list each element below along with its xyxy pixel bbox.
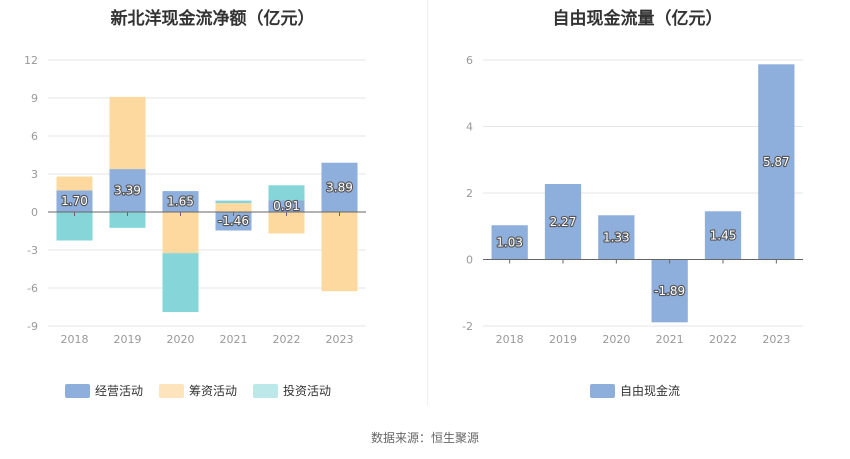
x-tick-label: 2019 — [114, 333, 142, 346]
bar-2019 — [544, 184, 582, 260]
bar-series1-2018 — [56, 176, 93, 191]
x-tick-label: 2022 — [709, 333, 737, 346]
y-tick-label: 2 — [466, 187, 473, 200]
legend-swatch — [253, 384, 278, 398]
bar-series0-2021 — [215, 212, 252, 231]
bar-series1-2019 — [109, 96, 146, 170]
data-label: 1.03 — [496, 235, 523, 249]
data-source-note: 数据来源：恒生聚源 — [370, 431, 479, 445]
bar-series0-2022 — [268, 200, 305, 212]
bar-series1-2020 — [162, 212, 199, 254]
free-cash-flow-chart: 自由现金流量（亿元） 6 4 2 0 -2 2018 2019 2020 2021 2022 202… — [425, 0, 850, 410]
x-tick-label: 2023 — [326, 333, 354, 346]
bar-series0-2020 — [162, 191, 199, 212]
legend-label: 经营活动 — [95, 384, 143, 398]
x-tick-label: 2021 — [220, 333, 248, 346]
bar-series1-2023 — [321, 212, 358, 292]
y-tick-label: -2 — [462, 320, 473, 333]
legend-label: 投资活动 — [283, 383, 331, 398]
x-tick-label: 2022 — [273, 333, 301, 346]
data-label: 1.33 — [603, 230, 630, 244]
data-label: 5.87 — [763, 155, 790, 169]
y-tick-label: -9 — [27, 320, 38, 333]
legend-label: 筹资活动 — [189, 384, 237, 398]
bar-series2-2020 — [162, 253, 199, 313]
chart-title: 新北洋现金流净额（亿元） — [110, 9, 315, 29]
bar-2022 — [704, 211, 742, 260]
bar-series2-2018 — [56, 212, 93, 241]
bar-series2-2019 — [109, 212, 146, 228]
bar-series2-2022 — [268, 185, 305, 201]
data-label: 3.39 — [114, 184, 141, 198]
y-tick-label: -6 — [27, 282, 38, 295]
y-tick-label: 12 — [24, 54, 38, 67]
legend-swatch — [65, 384, 90, 398]
y-tick-label: 3 — [31, 168, 38, 181]
bar-series0-2019 — [109, 169, 146, 212]
data-label: -1.46 — [218, 214, 249, 228]
x-tick-label: 2020 — [167, 333, 195, 346]
data-label: 1.45 — [710, 228, 737, 242]
data-label: 1.70 — [61, 194, 88, 208]
legend-label: 自由现金流 — [620, 383, 680, 398]
panel-divider — [427, 0, 428, 405]
bar-2020 — [598, 215, 635, 260]
y-tick-label: 4 — [466, 121, 473, 134]
legend-swatch — [590, 384, 615, 398]
bar-series0-2023 — [321, 162, 358, 212]
legend-swatch — [159, 384, 184, 398]
y-tick-label: 0 — [466, 254, 473, 267]
x-tick-label: 2018 — [61, 333, 89, 346]
x-tick-label: 2019 — [549, 333, 577, 346]
y-tick-label: 9 — [31, 92, 38, 105]
bar-series0-2018 — [56, 190, 93, 212]
y-tick-label: 6 — [466, 54, 473, 67]
chart-title: 自由现金流量（亿元） — [552, 9, 723, 29]
data-label: 3.89 — [326, 180, 353, 194]
bar-2018 — [491, 225, 528, 260]
cash-flow-net-chart: 新北洋现金流净额（亿元） 12 9 6 3 0 -3 -6 -9 2018 2019 2020 202… — [0, 0, 425, 410]
data-label: -1.89 — [654, 284, 685, 298]
data-label: 0.91 — [273, 199, 300, 213]
bar-series1-2021 — [215, 203, 252, 212]
x-tick-label: 2018 — [496, 333, 524, 346]
x-tick-label: 2020 — [602, 333, 630, 346]
x-tick-label: 2023 — [762, 333, 790, 346]
x-tick-label: 2021 — [656, 333, 684, 346]
bar-2023 — [758, 64, 795, 260]
bar-2021 — [651, 259, 688, 323]
bar-series2-2021 — [215, 200, 252, 204]
y-tick-label: -3 — [27, 244, 38, 257]
bar-series1-2022 — [268, 212, 305, 234]
cash-flow-net-plot: 12 9 6 3 0 -3 -6 -9 2018 2019 2020 2021 2022 2023 1.70… — [24, 54, 366, 398]
y-tick-label: 6 — [31, 130, 38, 143]
data-label: 1.65 — [167, 195, 194, 209]
free-cash-flow-plot: 6 4 2 0 -2 2018 2019 2020 2021 2022 2023 1.03 2.27 1.… — [462, 54, 803, 398]
data-label: 2.27 — [550, 215, 577, 229]
y-tick-label: 0 — [31, 206, 38, 219]
